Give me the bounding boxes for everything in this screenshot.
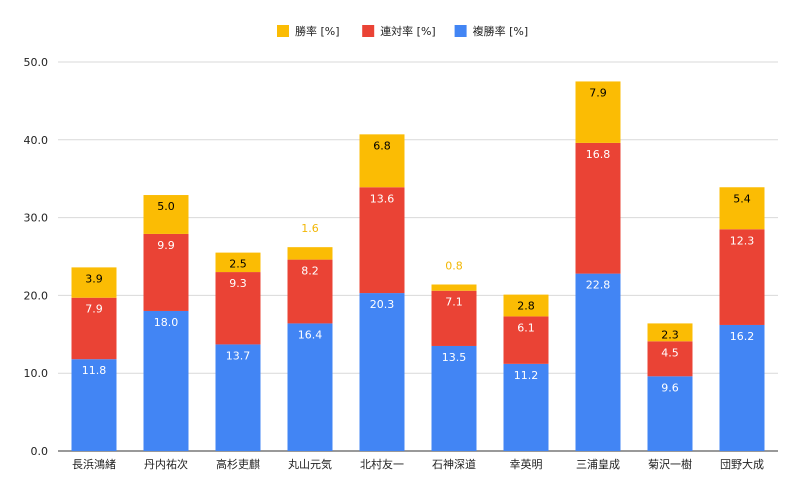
y-tick-label: 30.0 xyxy=(24,212,49,225)
data-label: 6.1 xyxy=(517,321,535,334)
bar-segment xyxy=(71,267,117,298)
bar-segment xyxy=(575,81,621,143)
data-label: 8.2 xyxy=(301,265,319,278)
bar-segment xyxy=(143,310,189,451)
bar-segment xyxy=(287,323,333,451)
x-tick-label: 長浜鴻緒 xyxy=(72,457,116,471)
data-label: 2.8 xyxy=(517,300,535,313)
x-tick-label: 団野大成 xyxy=(720,457,764,471)
bar-segment xyxy=(71,297,117,360)
x-tick-label: 丸山元気 xyxy=(288,457,332,471)
bar-segment xyxy=(359,187,405,294)
data-label: 16.2 xyxy=(730,330,755,343)
bar-segment xyxy=(719,187,765,230)
y-tick-label: 40.0 xyxy=(24,134,49,147)
data-label: 4.5 xyxy=(661,346,679,359)
bar-segment xyxy=(287,247,333,260)
x-tick-label: 石神深道 xyxy=(432,457,476,471)
bar-segment xyxy=(647,323,693,342)
legend-swatch xyxy=(277,25,289,37)
data-label: 18.0 xyxy=(154,316,179,329)
data-label: 22.8 xyxy=(586,279,611,292)
y-tick-label: 0.0 xyxy=(31,445,49,458)
data-label: 16.4 xyxy=(298,328,323,341)
bar-segment xyxy=(71,359,117,451)
data-label: 9.9 xyxy=(157,239,175,252)
bar-segment xyxy=(287,259,333,324)
data-label: 6.8 xyxy=(373,139,391,152)
bar-segment xyxy=(719,229,765,325)
legend-swatch xyxy=(454,25,467,37)
data-label: 11.8 xyxy=(82,364,107,377)
bar-segment xyxy=(719,324,765,451)
bar-segment xyxy=(647,341,693,377)
y-tick-label: 50.0 xyxy=(24,56,49,69)
data-label: 13.7 xyxy=(226,349,251,362)
bar-segment xyxy=(359,134,405,188)
data-label: 11.2 xyxy=(514,369,539,382)
data-label: 1.6 xyxy=(301,222,319,235)
data-label: 7.9 xyxy=(589,86,607,99)
bar-segment xyxy=(431,345,477,451)
data-label: 7.9 xyxy=(85,303,103,316)
y-tick-label: 20.0 xyxy=(24,289,49,302)
x-tick-label: 三浦皇成 xyxy=(576,457,620,471)
data-label: 2.5 xyxy=(229,258,247,271)
y-tick-label: 10.0 xyxy=(24,367,49,380)
bar-segment xyxy=(215,272,261,345)
legend-label: 勝率 [%] xyxy=(295,24,340,38)
data-label: 13.6 xyxy=(370,192,395,205)
data-label: 16.8 xyxy=(586,148,611,161)
data-label: 9.3 xyxy=(229,277,247,290)
bar-segment xyxy=(215,344,261,451)
data-label: 12.3 xyxy=(730,234,755,247)
legend-label: 連対率 [%] xyxy=(380,24,436,38)
bar-segment xyxy=(575,142,621,274)
legend-label: 複勝率 [%] xyxy=(473,24,529,38)
bar-segment xyxy=(503,363,549,451)
data-label: 9.6 xyxy=(661,381,679,394)
x-tick-label: 幸英明 xyxy=(510,457,543,471)
data-label: 0.8 xyxy=(445,260,463,273)
x-tick-label: 丹内祐次 xyxy=(144,457,188,471)
bar-segment xyxy=(143,233,189,311)
bar-segment xyxy=(575,273,621,451)
bar-segment xyxy=(431,284,477,291)
data-label: 13.5 xyxy=(442,351,467,364)
bar-segment xyxy=(359,293,405,451)
legend-swatch xyxy=(362,25,375,37)
bar-segment xyxy=(503,294,549,317)
data-label: 20.3 xyxy=(370,298,395,311)
bar-segment xyxy=(647,376,693,451)
data-label: 5.0 xyxy=(157,200,175,213)
data-label: 5.4 xyxy=(733,192,751,205)
bar-segment xyxy=(143,195,189,234)
bar-segment xyxy=(431,290,477,346)
bar-segment xyxy=(215,252,261,273)
data-label: 2.3 xyxy=(661,328,679,341)
x-tick-label: 菊沢一樹 xyxy=(648,457,692,471)
x-tick-label: 高杉吏麒 xyxy=(216,457,260,471)
data-label: 7.1 xyxy=(445,296,463,309)
data-label: 3.9 xyxy=(85,272,103,285)
bar-segment xyxy=(503,316,549,364)
x-tick-label: 北村友一 xyxy=(360,457,404,471)
